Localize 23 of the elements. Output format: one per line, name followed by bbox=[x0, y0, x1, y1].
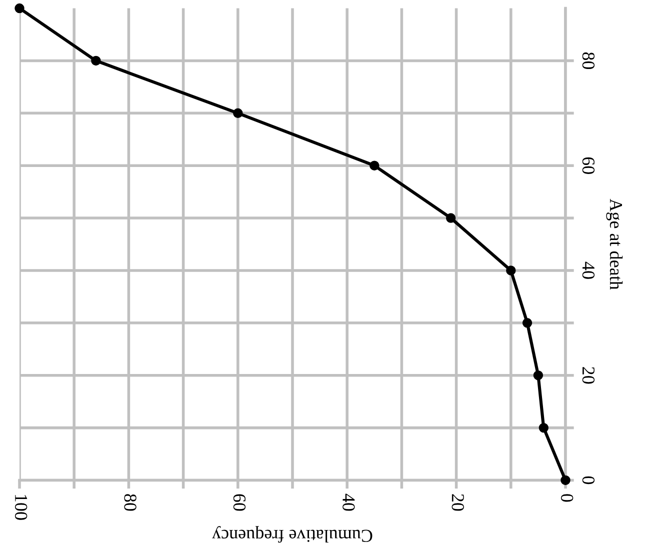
x-tick-label: 100 bbox=[14, 495, 28, 520]
y-tick-label: 60 bbox=[582, 157, 595, 174]
y-axis-title: Age at death bbox=[606, 198, 623, 290]
point bbox=[538, 422, 549, 433]
point bbox=[560, 475, 570, 486]
x-tick-label: 60 bbox=[233, 494, 246, 511]
x-axis-title: Cumulative frequency bbox=[212, 526, 372, 543]
point bbox=[14, 3, 24, 14]
y-tick-label: 80 bbox=[582, 52, 595, 70]
point bbox=[233, 108, 243, 118]
point bbox=[446, 213, 456, 223]
x-tick-label: 0 bbox=[560, 494, 574, 502]
point bbox=[533, 370, 544, 380]
y-tick-label: 20 bbox=[582, 367, 595, 384]
y-tick-label: 40 bbox=[582, 262, 595, 279]
point bbox=[91, 56, 101, 66]
x-tick-label: 80 bbox=[124, 494, 136, 511]
point bbox=[522, 318, 532, 328]
y-tick-label: 0 bbox=[582, 476, 595, 484]
x-tick-label: 40 bbox=[342, 494, 355, 511]
point bbox=[506, 266, 516, 276]
x-tick-label: 20 bbox=[452, 494, 464, 511]
point bbox=[370, 160, 380, 170]
